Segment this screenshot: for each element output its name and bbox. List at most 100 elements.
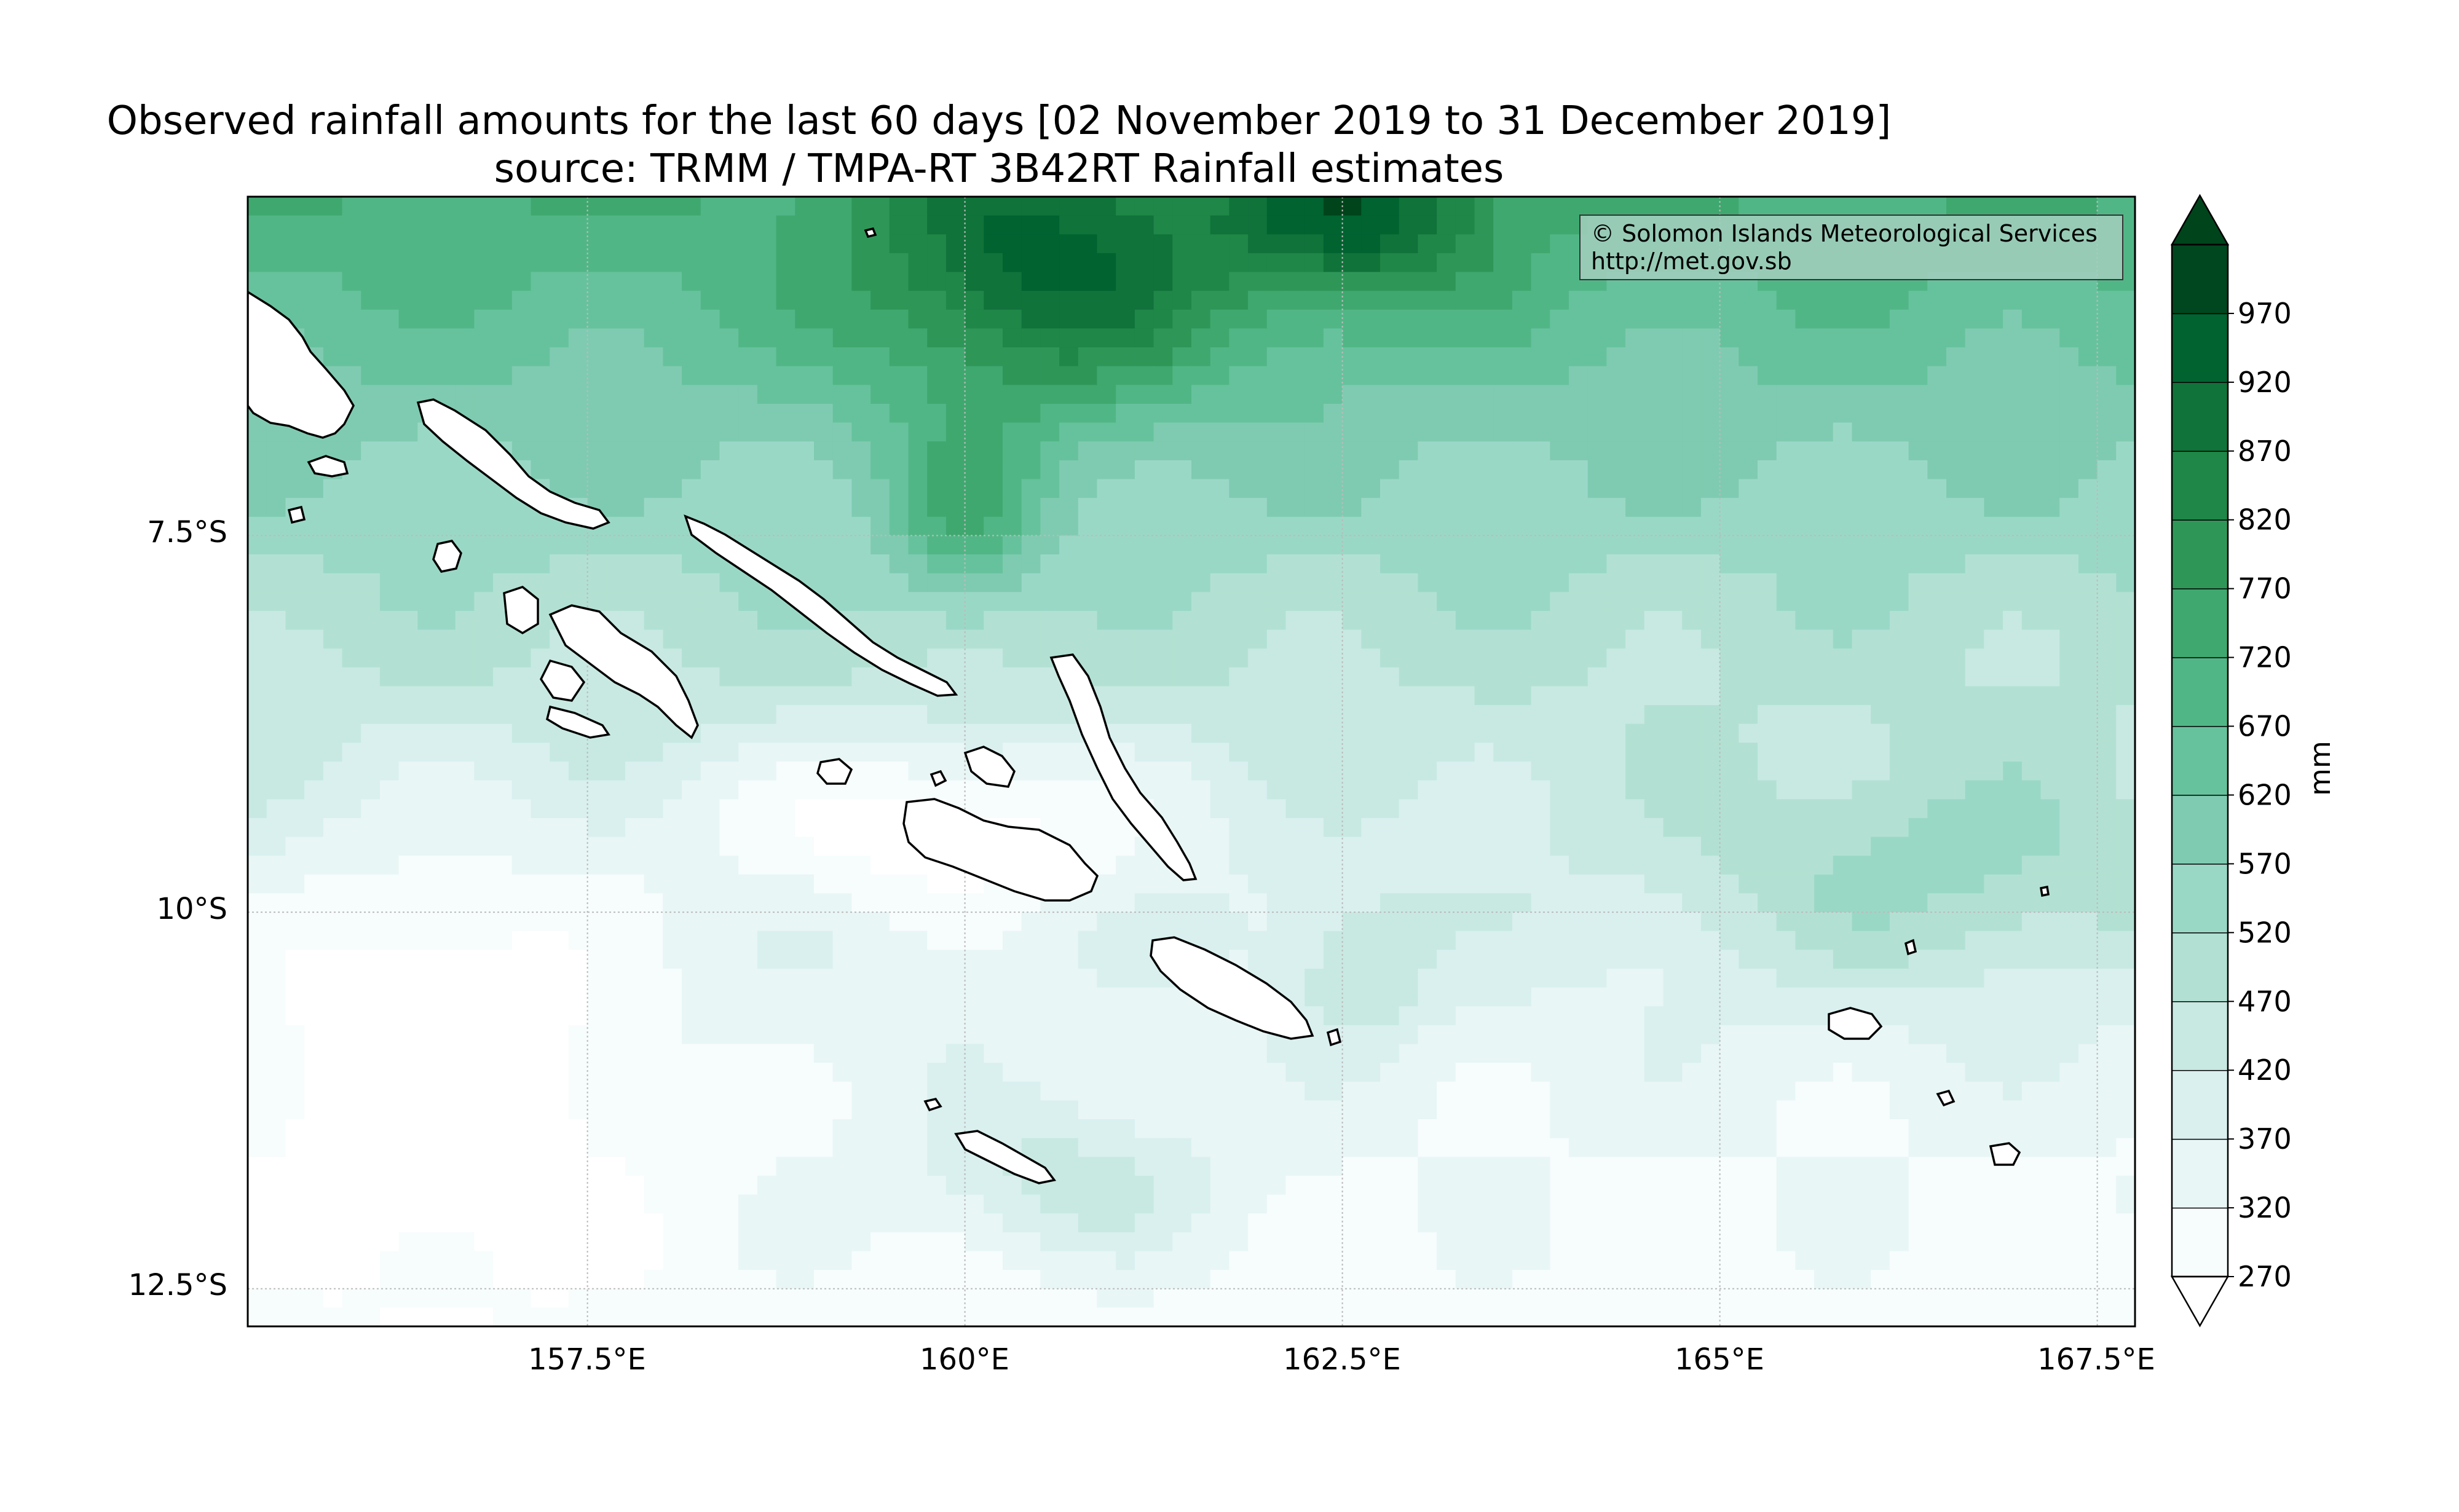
rainfall-cell — [1248, 291, 1268, 310]
rainfall-cell — [1833, 610, 1853, 631]
rainfall-cell — [1493, 253, 1513, 273]
rainfall-cell — [700, 592, 720, 612]
rainfall-cell — [1399, 516, 1419, 537]
rainfall-cell — [1455, 404, 1475, 423]
rainfall-cell — [1776, 366, 1796, 386]
rainfall-cell — [1550, 215, 1569, 235]
rainfall-cell — [870, 1044, 890, 1063]
rainfall-cell — [1116, 385, 1135, 404]
rainfall-cell — [832, 705, 853, 725]
rainfall-cell — [757, 197, 777, 216]
rainfall-cell — [625, 347, 645, 367]
rainfall-cell — [1040, 460, 1060, 480]
rainfall-cell — [908, 516, 928, 537]
rainfall-cell — [1266, 931, 1287, 951]
rainfall-cell — [1946, 969, 1966, 988]
rainfall-cell — [568, 912, 588, 932]
rainfall-cell — [1418, 291, 1437, 310]
rainfall-cell — [965, 629, 985, 649]
rainfall-cell — [2078, 1006, 2098, 1026]
rainfall-cell — [776, 817, 796, 838]
rainfall-cell — [795, 648, 815, 668]
rainfall-cell — [342, 969, 361, 988]
rainfall-cell — [1625, 592, 1645, 612]
rainfall-cell — [1361, 1044, 1381, 1063]
rainfall-cell — [1021, 554, 1041, 574]
rainfall-cell — [1493, 742, 1513, 762]
rainfall-cell — [379, 215, 400, 235]
rainfall-cell — [1304, 1100, 1324, 1120]
rainfall-cell — [361, 328, 381, 348]
rainfall-cell — [1946, 592, 1966, 612]
rainfall-cell — [493, 931, 513, 951]
rainfall-cell — [1606, 479, 1626, 498]
rainfall-cell — [1587, 197, 1608, 216]
rainfall-cell — [851, 422, 871, 442]
rainfall-cell — [1059, 1044, 1079, 1063]
rainfall-cell — [474, 592, 494, 612]
rainfall-cell — [1739, 554, 1758, 574]
rainfall-cell — [1852, 498, 1871, 518]
rainfall-cell — [323, 1119, 343, 1139]
rainfall-cell — [323, 648, 343, 668]
rainfall-cell — [1927, 516, 1947, 537]
rainfall-cell — [1984, 817, 2003, 838]
rainfall-cell — [1153, 1044, 1174, 1063]
rainfall-cell — [1739, 893, 1758, 913]
rainfall-cell — [2078, 686, 2098, 706]
rainfall-cell — [1795, 422, 1815, 442]
rainfall-cell — [984, 1100, 1003, 1120]
rainfall-cell — [832, 328, 853, 348]
rainfall-cell — [1700, 479, 1721, 498]
rainfall-cell — [1003, 686, 1022, 706]
rainfall-cell — [700, 385, 720, 404]
rainfall-cell — [1700, 573, 1721, 593]
rainfall-cell — [1776, 592, 1796, 612]
rainfall-cell — [945, 1081, 966, 1101]
rainfall-cell — [889, 762, 909, 781]
rainfall-cell — [851, 385, 871, 404]
rainfall-cell — [851, 291, 871, 310]
rainfall-cell — [1700, 291, 1721, 310]
rainfall-cell — [1418, 441, 1437, 461]
rainfall-cell — [1663, 742, 1683, 762]
rainfall-cell — [1078, 479, 1098, 498]
rainfall-cell — [1266, 629, 1287, 649]
rainfall-cell — [2021, 197, 2042, 216]
rainfall-cell — [682, 1081, 701, 1101]
rainfall-cell — [1040, 742, 1060, 762]
rainfall-cell — [1040, 780, 1060, 800]
rainfall-cell — [984, 1063, 1003, 1082]
rainfall-cell — [379, 1025, 400, 1045]
rainfall-cell — [1437, 969, 1456, 988]
rainfall-cell — [1550, 592, 1569, 612]
rainfall-cell — [1021, 723, 1041, 744]
rainfall-cell — [757, 291, 777, 310]
rainfall-cell — [1644, 1025, 1664, 1045]
rainfall-cell — [1040, 573, 1060, 593]
rainfall-cell — [1814, 291, 1834, 310]
rainfall-cell — [1550, 799, 1569, 819]
rainfall-cell — [908, 742, 928, 762]
rainfall-cell — [493, 516, 513, 537]
rainfall-cell — [1644, 610, 1664, 631]
rainfall-cell — [1871, 385, 1890, 404]
rainfall-cell — [1493, 404, 1513, 423]
rainfall-cell — [1833, 422, 1853, 442]
rainfall-cell — [965, 686, 985, 706]
rainfall-cell — [1116, 498, 1135, 518]
rainfall-cell — [1323, 817, 1343, 838]
rainfall-cell — [266, 799, 286, 819]
rainfall-cell — [719, 817, 739, 838]
rainfall-cell — [1191, 610, 1211, 631]
rainfall-cell — [1153, 667, 1174, 687]
rainfall-cell — [1003, 969, 1022, 988]
rainfall-cell — [379, 667, 400, 687]
rainfall-cell — [1380, 742, 1400, 762]
rainfall-cell — [1059, 931, 1079, 951]
rainfall-cell — [1285, 629, 1305, 649]
rainfall-cell — [927, 1025, 947, 1045]
rainfall-cell — [531, 1081, 550, 1101]
rainfall-cell — [342, 347, 361, 367]
rainfall-cell — [1663, 705, 1683, 725]
